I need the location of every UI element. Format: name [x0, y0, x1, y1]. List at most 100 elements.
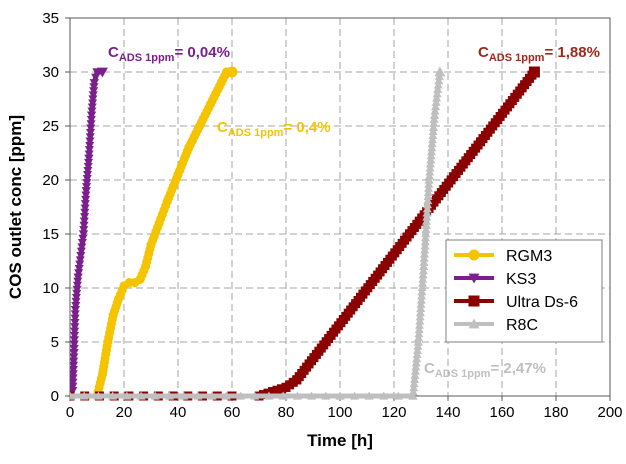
data-point [418, 274, 428, 283]
data-point [83, 171, 93, 180]
x-tick-label: 140 [435, 404, 460, 421]
x-tick-label: 80 [278, 404, 295, 421]
x-tick-label: 40 [170, 404, 187, 421]
data-point [415, 308, 425, 317]
data-point-end [226, 66, 238, 78]
data-point [122, 391, 132, 400]
data-point [82, 183, 92, 192]
data-point [70, 378, 78, 387]
data-point [422, 208, 432, 217]
data-point [423, 191, 433, 201]
data-point [89, 83, 99, 92]
data-point [431, 102, 441, 111]
legend-marker [468, 318, 480, 329]
y-tick-label: 25 [42, 118, 59, 135]
data-point [417, 287, 427, 296]
x-tick-label: 160 [489, 404, 514, 421]
x-axis-title: Time [h] [307, 431, 373, 450]
data-point [409, 379, 419, 388]
data-point [412, 349, 422, 359]
data-point [419, 257, 429, 266]
data-point [433, 84, 443, 93]
data-point [421, 220, 431, 229]
series-r8c [70, 66, 446, 400]
data-point [77, 243, 87, 252]
data-point [70, 349, 79, 358]
data-point [408, 387, 418, 396]
data-point [71, 293, 81, 302]
data-point [433, 80, 443, 89]
data-point [85, 137, 95, 146]
y-tick-label: 0 [51, 388, 59, 405]
data-point [430, 106, 440, 115]
data-point [416, 295, 426, 304]
data-point [422, 216, 432, 225]
data-point [421, 228, 431, 238]
data-point [89, 79, 99, 88]
data-point [418, 270, 428, 279]
x-tick-label: 20 [116, 404, 133, 421]
data-point [421, 224, 431, 233]
data-point [410, 366, 420, 375]
data-point [70, 327, 80, 336]
x-tick-label: 60 [224, 404, 241, 421]
data-point [84, 154, 94, 163]
data-point [416, 299, 426, 308]
data-point [236, 391, 246, 400]
data-point [150, 391, 160, 400]
series-rgm3 [70, 66, 238, 401]
data-point [70, 382, 78, 391]
series-ultra-ds-6 [70, 66, 540, 401]
data-point [76, 247, 86, 256]
data-point [350, 391, 360, 400]
data-point [207, 391, 217, 400]
data-point [307, 391, 317, 400]
y-tick-label: 15 [42, 226, 59, 243]
legend-marker [468, 295, 480, 307]
y-tick-label: 10 [42, 280, 59, 297]
x-tick-label: 180 [543, 404, 568, 421]
data-point [413, 337, 423, 346]
data-point [430, 110, 439, 119]
data-point [91, 73, 101, 82]
data-point [417, 282, 427, 291]
annotation-cads-4: CADS 1ppm= 2,47% [424, 360, 546, 380]
data-point [70, 336, 79, 345]
data-point [379, 391, 389, 400]
data-point [422, 212, 432, 221]
data-point [136, 391, 146, 400]
y-axis-title: COS outlet conc [ppm] [6, 115, 25, 299]
data-point [74, 269, 84, 278]
data-point [79, 391, 89, 400]
data-point [418, 266, 428, 275]
data-point [84, 146, 94, 155]
x-axis: 0 20 40 60 80 100 120 140 160 180 200 [66, 396, 623, 421]
data-point [75, 260, 85, 269]
data-point [412, 354, 422, 363]
data-point [70, 353, 79, 362]
data-point [264, 391, 274, 400]
data-point [413, 341, 423, 350]
data-point [420, 237, 430, 246]
data-point [108, 391, 118, 400]
data-point-end [528, 66, 540, 78]
data-point [431, 97, 441, 106]
data-point [432, 93, 442, 102]
data-point [83, 162, 93, 171]
data-point [420, 241, 430, 250]
data-point [412, 345, 422, 354]
data-point [411, 358, 421, 367]
legend-label: Ultra Ds-6 [506, 294, 578, 311]
data-point [71, 297, 81, 306]
data-point [70, 318, 80, 328]
data-point [70, 331, 80, 341]
data-point [82, 175, 92, 184]
data-point [73, 277, 83, 286]
data-point [424, 179, 434, 188]
x-tick-label: 0 [66, 404, 74, 421]
data-point [70, 391, 75, 400]
legend-label: R8C [506, 317, 538, 334]
data-point [81, 191, 91, 200]
data-point [250, 391, 260, 400]
